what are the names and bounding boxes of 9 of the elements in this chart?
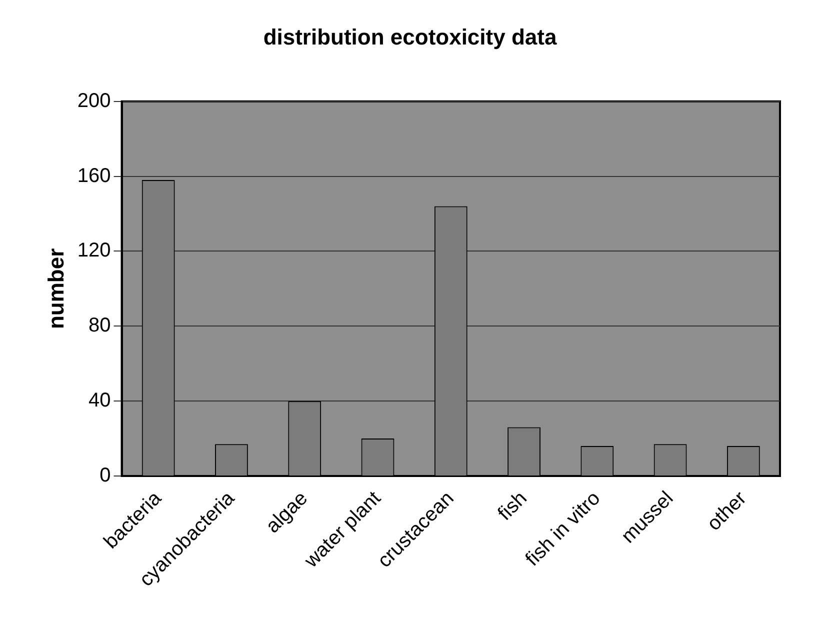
y-tick-label: 80 <box>88 314 111 337</box>
chart-title: distribution ecotoxicity data <box>263 24 558 50</box>
y-tick-label: 120 <box>77 240 111 262</box>
y-tick-label: 200 <box>77 90 111 112</box>
y-tick-label: 160 <box>77 164 111 187</box>
y-tick-label: 40 <box>88 390 111 412</box>
x-tick-label: fish <box>494 487 532 525</box>
y-axis-title: number <box>43 248 68 330</box>
y-tick-label: 0 <box>100 464 111 486</box>
